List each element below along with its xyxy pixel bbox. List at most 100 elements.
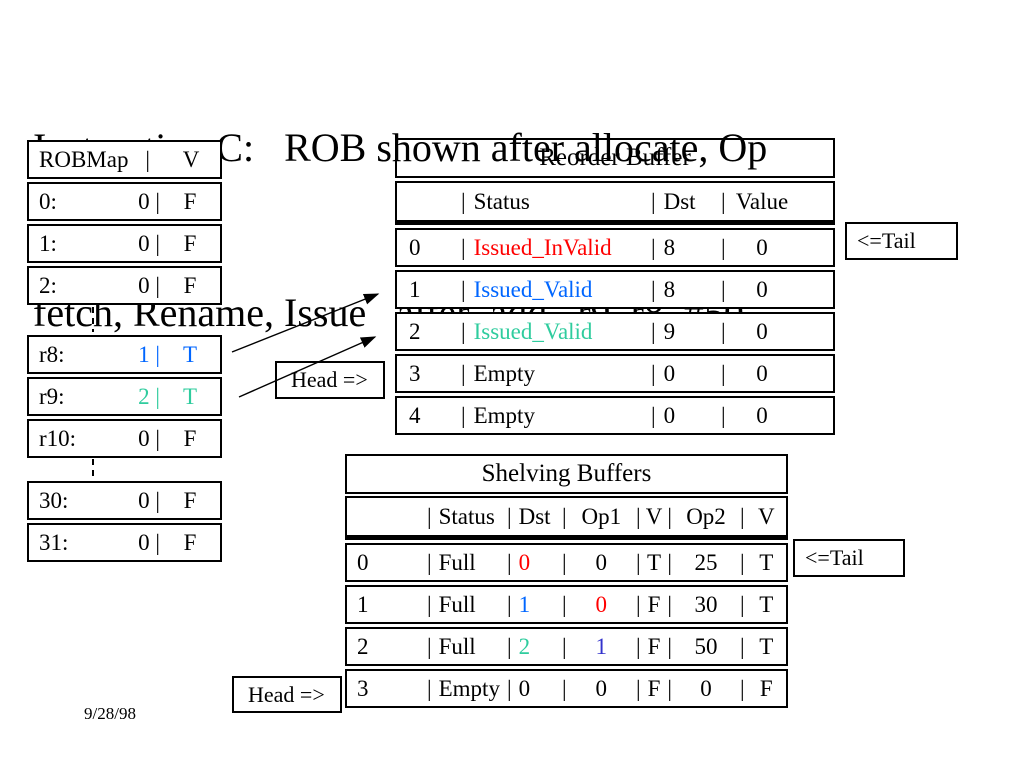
pipe-separator: | bbox=[461, 234, 466, 260]
robmap-valid-flag: F bbox=[183, 272, 197, 298]
shelf-cell: | 2 bbox=[505, 629, 560, 664]
robmap-header-v: V bbox=[182, 146, 200, 172]
rob-cell: | 8 bbox=[649, 272, 713, 307]
shelf-cell: | F | bbox=[634, 587, 674, 622]
pipe-separator: | bbox=[636, 549, 641, 575]
shelf-cell: 1 bbox=[347, 587, 425, 622]
robmap-register-label: 30: bbox=[39, 487, 69, 513]
shelf-title-box: Shelving Buffers bbox=[345, 454, 788, 494]
head-pointer-label: Head => bbox=[291, 367, 368, 392]
pipe-separator: | bbox=[740, 675, 745, 701]
rob-cell: | bbox=[713, 272, 735, 307]
cell-text: 0 bbox=[595, 549, 608, 575]
shelf-row: 2 | Full | 2 | 1 | F | 50 | T bbox=[345, 627, 788, 666]
pipe-separator: | bbox=[427, 503, 432, 529]
cell-text: 4 bbox=[409, 402, 421, 428]
robmap-row: 30: 0 | F bbox=[27, 481, 222, 520]
cell-text: T bbox=[646, 549, 662, 575]
robmap-entry-value: 1 | bbox=[138, 341, 160, 367]
shelf-cell: | F bbox=[738, 671, 786, 706]
rob-title: Reorder Buffer bbox=[539, 144, 691, 171]
rob-cell: 4 bbox=[397, 398, 459, 433]
rob-row: 2 | Issued_Valid | 9 | 0 bbox=[395, 312, 835, 351]
shelf-row: 0 | Full | 0 | 0 | T | 25 | T bbox=[345, 543, 788, 582]
robmap-row: 1: 0 | F bbox=[27, 224, 222, 263]
shelf-cell: | 0 bbox=[505, 545, 560, 580]
pipe-separator: | bbox=[145, 146, 150, 172]
rob-cell: 1 bbox=[397, 272, 459, 307]
pipe-separator: | bbox=[461, 318, 466, 344]
cell-text: Empty bbox=[473, 360, 535, 386]
cell-text: F bbox=[647, 633, 661, 659]
shelf-cell: | T | bbox=[634, 545, 674, 580]
robmap-valid-flag: F bbox=[183, 230, 197, 256]
pipe-separator: | bbox=[562, 503, 567, 529]
cell-text: 2 bbox=[409, 318, 421, 344]
pipe-separator: | bbox=[667, 591, 672, 617]
robmap-row: r8: 1 | T bbox=[27, 335, 222, 374]
cell-text: 9 bbox=[663, 318, 676, 344]
cell-text: Empty bbox=[473, 402, 535, 428]
robmap-row: 2: 0 | F bbox=[27, 266, 222, 305]
robmap-entry-value: 0 | bbox=[138, 188, 160, 214]
robmap-entry-value: 0 | bbox=[138, 272, 160, 298]
cell-text: Value bbox=[735, 188, 789, 214]
tail-pointer-box-shelf: <=Tail bbox=[793, 539, 905, 577]
robmap-entry-value: 2 | bbox=[138, 383, 160, 409]
cell-text: 3 bbox=[357, 675, 369, 701]
rob-cell: | bbox=[713, 230, 735, 265]
cell-text: Status bbox=[473, 188, 530, 214]
cell-text: V bbox=[757, 503, 775, 529]
shelf-cell: | Op1 bbox=[560, 498, 634, 535]
shelf-cell: | Dst bbox=[505, 498, 560, 535]
cell-text: | bbox=[721, 234, 726, 260]
pipe-separator: | bbox=[651, 318, 656, 344]
cell-text: Op2 bbox=[686, 503, 726, 529]
robmap-valid-flag: F bbox=[183, 425, 197, 451]
cell-text: Status bbox=[438, 503, 495, 529]
cell-text: 2 bbox=[518, 633, 531, 659]
robmap-register-label: 31: bbox=[39, 529, 69, 555]
rob-cell: | 9 bbox=[649, 314, 713, 349]
reorder-buffer-table: | Status | Dst | Value 0 | Issued_InValid | 8 | 0 1 | I… bbox=[395, 181, 835, 435]
shelf-cell: 25 bbox=[674, 545, 738, 580]
cell-text: 0 bbox=[663, 360, 676, 386]
cell-text: 50 bbox=[694, 633, 718, 659]
pipe-separator: | bbox=[461, 276, 466, 302]
robmap-row: r9: 2 | T bbox=[27, 377, 222, 416]
cell-text: 0 bbox=[756, 402, 768, 428]
rob-cell: 2 bbox=[397, 314, 459, 349]
cell-text: Full bbox=[438, 633, 476, 659]
cell-text: | bbox=[721, 360, 726, 386]
pipe-separator: | bbox=[651, 276, 656, 302]
rob-cell: | Issued_InValid bbox=[459, 230, 649, 265]
pipe-separator: | bbox=[740, 503, 745, 529]
pipe-separator: | bbox=[740, 633, 745, 659]
pipe-separator: | bbox=[636, 675, 641, 701]
pipe-separator: | bbox=[651, 402, 656, 428]
robmap-register-label: r9: bbox=[39, 383, 65, 409]
robmap-group-low: 0: 0 | F 1: 0 | F 2: 0 | F bbox=[27, 182, 222, 305]
rob-cell: | 0 bbox=[649, 356, 713, 391]
head-pointer-box-rob: Head => bbox=[275, 361, 385, 399]
cell-text: Dst bbox=[663, 188, 696, 214]
robmap-register-label: r10: bbox=[39, 425, 77, 451]
shelf-cell: | V | bbox=[634, 498, 674, 535]
rob-cell: 0 bbox=[397, 230, 459, 265]
pipe-separator: | bbox=[636, 503, 641, 529]
head-pointer-box-shelf: Head => bbox=[232, 676, 342, 713]
robmap-row: 31: 0 | F bbox=[27, 523, 222, 562]
cell-text: | bbox=[721, 188, 726, 214]
pipe-separator: | bbox=[507, 549, 512, 575]
pipe-separator: | bbox=[461, 360, 466, 386]
robmap-register-label: 0: bbox=[39, 188, 57, 214]
pipe-separator: | bbox=[651, 360, 656, 386]
robmap-entry-value: 0 | bbox=[138, 425, 160, 451]
cell-text: Empty bbox=[438, 675, 500, 701]
robmap-register-label: 2: bbox=[39, 272, 57, 298]
rob-cell: | Issued_Valid bbox=[459, 272, 649, 307]
rob-header-row: | Status | Dst | Value bbox=[395, 181, 835, 225]
rob-cell: | bbox=[713, 398, 735, 433]
